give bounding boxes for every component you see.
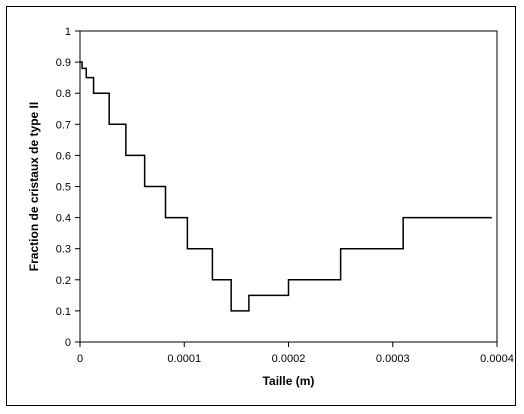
y-tick-label: 0.4 [56,213,71,225]
x-tick-label: 0.0003 [376,353,410,365]
series-line [80,61,492,312]
series-layer [80,61,492,312]
chart-frame [6,6,516,406]
y-tick-label: 1 [65,26,71,38]
y-tick-label: 0.6 [56,150,71,162]
y-tick-label: 0 [65,337,71,349]
y-axis: 0 0.1 0.2 0.3 0.4 0.5 0.6 0.7 0.8 0.9 1 [56,26,80,349]
y-tick-label: 0.7 [56,119,71,131]
x-axis: 0 0.0001 0.0002 0.0003 0.0004 [77,342,514,365]
y-tick-label: 0.2 [56,275,71,287]
x-tick-label: 0 [77,353,83,365]
y-tick-label: 0.3 [56,244,71,256]
y-tick-label: 0.9 [56,57,71,69]
x-axis-title: Taille (m) [263,374,315,388]
y-tick-label: 0.5 [56,182,71,194]
x-tick-label: 0.0002 [272,353,306,365]
x-tick-label: 0.0004 [480,353,514,365]
y-axis-title: Fraction de cristaux de type II [27,102,41,271]
y-tick-label: 0.8 [56,88,71,100]
y-tick-label: 0.1 [56,306,71,318]
x-tick-label: 0.0001 [167,353,201,365]
